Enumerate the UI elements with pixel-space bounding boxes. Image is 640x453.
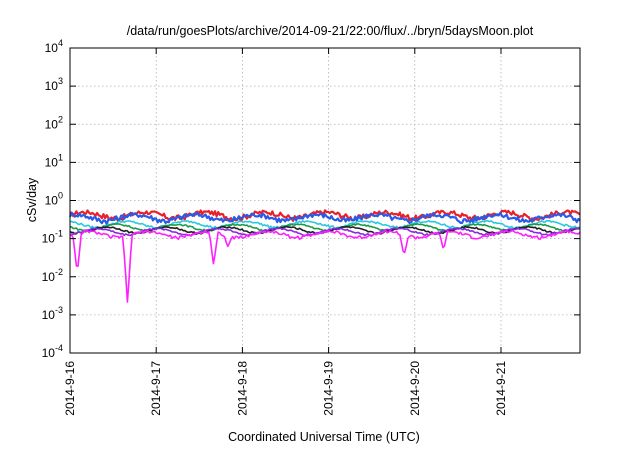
series-line	[69, 209, 581, 223]
grid-lines	[70, 48, 580, 353]
y-tick-label: 100	[45, 191, 63, 208]
x-tick-label: 2014-9-20	[408, 361, 422, 416]
y-tick-label: 10-3	[42, 305, 63, 322]
x-tick-label: 2014-9-17	[149, 361, 163, 416]
series-line	[69, 211, 581, 225]
series-line	[69, 229, 581, 303]
series-line	[69, 219, 581, 230]
y-tick-label: 104	[45, 38, 63, 55]
y-tick-exponent: 1	[58, 152, 63, 162]
y-tick-label: 10-1	[42, 229, 63, 246]
y-tick-exponent: -1	[55, 229, 63, 239]
x-tick-label: 2014-9-21	[494, 361, 508, 416]
y-tick-label: 103	[45, 76, 63, 93]
x-tick-label: 2014-9-18	[235, 361, 249, 416]
x-tick-label: 2014-9-19	[322, 361, 336, 416]
y-tick-exponent: 0	[58, 191, 63, 201]
y-tick-exponent: 3	[58, 76, 63, 86]
x-axis-label: Coordinated Universal Time (UTC)	[228, 430, 420, 444]
y-tick-label: 10-4	[42, 343, 63, 360]
plot-frame	[69, 47, 581, 354]
y-tick-label: 101	[45, 152, 63, 169]
y-tick-exponent: -3	[55, 305, 63, 315]
chart-title: /data/run/goesPlots/archive/2014-09-21/2…	[127, 24, 534, 38]
y-tick-exponent: -4	[55, 343, 63, 353]
y-axis-label: cSv/day	[25, 177, 39, 222]
y-tick-label: 10-2	[42, 267, 63, 284]
y-tick-exponent: -2	[55, 267, 63, 277]
y-tick-label: 102	[45, 114, 63, 131]
y-tick-exponent: 4	[58, 38, 63, 48]
x-tick-label: 2014-9-16	[63, 361, 77, 416]
series-group	[69, 209, 581, 303]
y-tick-exponent: 2	[58, 114, 63, 124]
